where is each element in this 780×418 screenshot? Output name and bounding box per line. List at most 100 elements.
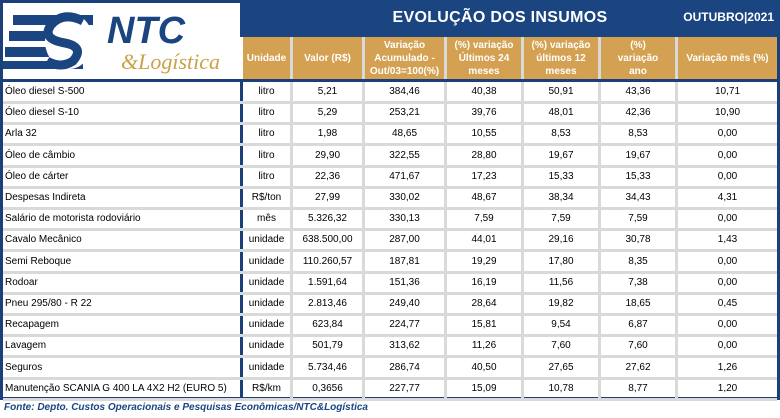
cell-variacao-12-meses: 50,91 bbox=[524, 82, 601, 101]
cell-variacao-mes: 0,45 bbox=[717, 298, 738, 309]
cell-valor: 5,21 bbox=[293, 82, 365, 101]
header-divider bbox=[0, 79, 780, 82]
cell-item-name: Semi Reboque bbox=[5, 255, 72, 267]
cell-variacao-mes: 1,26 bbox=[717, 361, 738, 373]
cell-unidade: unidade bbox=[243, 357, 293, 377]
cell-variacao-12-meses: 27,65 bbox=[524, 357, 601, 377]
cell-valor: 22,36 bbox=[293, 166, 365, 186]
table-row: Recapagem unidade 623,84 224,77 15,81 9,54 6,8… bbox=[3, 315, 777, 338]
cell-unidade: litro bbox=[243, 124, 293, 144]
cell-variacao-ano: 8,35 bbox=[601, 251, 678, 271]
cell-item-name: Rodoar bbox=[5, 276, 38, 288]
cell-variacao-24-meses: 40,38 bbox=[447, 82, 524, 101]
cell-variacao-12-meses: 19,82 bbox=[524, 294, 601, 313]
cell-variacao-mes: 0,00 bbox=[717, 340, 738, 352]
cell-unidade: litro bbox=[243, 145, 293, 165]
cell-variacao-12-meses: 8,53 bbox=[524, 124, 601, 144]
cell-unidade: mês bbox=[243, 209, 293, 229]
cell-variacao-24-meses: 44,01 bbox=[447, 230, 524, 250]
table-row: Óleo diesel S-500 litro 5,21 384,46 40,38 50,… bbox=[3, 82, 777, 104]
cell-item-name: Pneu 295/80 - R 22 bbox=[5, 298, 92, 309]
title-bar: EVOLUÇÃO DOS INSUMOS OUTUBRO|2021 bbox=[240, 0, 780, 37]
cell-variacao-acumulado: 187,81 bbox=[365, 251, 447, 271]
cell-item-name: Seguros bbox=[5, 361, 43, 373]
col-header-mes: Variação mês (%) bbox=[678, 37, 777, 80]
cell-item-name: Óleo de cárter bbox=[5, 170, 69, 182]
page-title: EVOLUÇÃO DOS INSUMOS bbox=[392, 9, 608, 26]
cell-variacao-mes: 0,00 bbox=[717, 319, 738, 331]
table-row: Óleo de câmbio litro 29,90 322,55 28,80 19,67… bbox=[3, 145, 777, 168]
cell-variacao-acumulado: 224,77 bbox=[365, 315, 447, 335]
cell-variacao-acumulado: 322,55 bbox=[365, 145, 447, 165]
cell-unidade: litro bbox=[243, 82, 293, 101]
cell-valor: 27,99 bbox=[293, 188, 365, 207]
cell-variacao-mes: 0,00 bbox=[717, 128, 738, 140]
table-row: Salário de motorista rodoviário mês 5.326,… bbox=[3, 209, 777, 232]
cell-valor: 501,79 bbox=[293, 336, 365, 356]
cell-variacao-mes: 0,00 bbox=[717, 170, 738, 182]
cell-item-name: Cavalo Mecânico bbox=[5, 234, 82, 246]
cell-variacao-24-meses: 10,55 bbox=[447, 124, 524, 144]
cell-valor: 1,98 bbox=[293, 124, 365, 144]
ntc-logo-icon: NTC &Logística bbox=[3, 10, 220, 74]
cell-unidade: unidade bbox=[243, 336, 293, 356]
period-label: OUTUBRO|2021 bbox=[683, 10, 774, 24]
cell-valor: 623,84 bbox=[293, 315, 365, 335]
table-row: Manutenção SCANIA G 400 LA 4X2 H2 (EURO … bbox=[3, 378, 777, 401]
cell-variacao-24-meses: 15,81 bbox=[447, 315, 524, 335]
cell-variacao-acumulado: 471,67 bbox=[365, 166, 447, 186]
cell-variacao-mes: 10,90 bbox=[714, 107, 741, 119]
cell-variacao-12-meses: 15,33 bbox=[524, 166, 601, 186]
col-header-12-meses: (%) variação últimos 12 meses bbox=[524, 37, 601, 80]
cell-variacao-mes: 4,31 bbox=[717, 192, 738, 203]
cell-item-name: Salário de motorista rodoviário bbox=[5, 213, 141, 225]
cell-valor: 2.813,46 bbox=[293, 294, 365, 313]
table-row: Despesas Indireta R$/ton 27,99 330,02 48,67 3… bbox=[3, 188, 777, 210]
cell-valor: 0,3656 bbox=[293, 378, 365, 398]
cell-variacao-24-meses: 11,26 bbox=[447, 336, 524, 356]
source-note: Fonte: Depto. Custos Operacionais e Pesq… bbox=[4, 402, 368, 413]
cell-item-name: Óleo diesel S-10 bbox=[5, 107, 79, 119]
col-header-valor: Valor (R$) bbox=[293, 37, 365, 80]
table-row: Seguros unidade 5.734,46 286,74 40,50 27,65 27… bbox=[3, 357, 777, 380]
cell-unidade: unidade bbox=[243, 272, 293, 292]
cell-variacao-acumulado: 253,21 bbox=[365, 103, 447, 123]
cell-variacao-acumulado: 227,77 bbox=[365, 378, 447, 398]
table-row: Rodoar unidade 1.591,64 151,36 16,19 11,56 7,3… bbox=[3, 272, 777, 295]
cell-variacao-ano: 43,36 bbox=[601, 82, 678, 101]
cell-item-name: Óleo diesel S-500 bbox=[5, 86, 85, 97]
cell-unidade: unidade bbox=[243, 294, 293, 313]
cell-variacao-acumulado: 330,02 bbox=[365, 188, 447, 207]
table-row: Cavalo Mecânico unidade 638.500,00 287,00 44… bbox=[3, 230, 777, 253]
cell-item-name: Lavagem bbox=[5, 340, 47, 352]
cell-variacao-24-meses: 17,23 bbox=[447, 166, 524, 186]
cell-unidade: unidade bbox=[243, 315, 293, 335]
cell-variacao-24-meses: 16,19 bbox=[447, 272, 524, 292]
svg-text:NTC: NTC bbox=[107, 10, 186, 52]
cell-variacao-ano: 19,67 bbox=[601, 145, 678, 165]
col-header-acumulado: Variação Acumulado - Out/03=100(%) bbox=[365, 37, 447, 80]
cell-variacao-acumulado: 249,40 bbox=[365, 294, 447, 313]
cell-variacao-12-meses: 9,54 bbox=[524, 315, 601, 335]
table-row: Pneu 295/80 - R 22 unidade 2.813,46 249,40 2… bbox=[3, 294, 777, 316]
cell-item-name: Óleo de câmbio bbox=[5, 149, 76, 161]
cell-item-name: Arla 32 bbox=[5, 128, 37, 140]
cell-variacao-ano: 15,33 bbox=[601, 166, 678, 186]
cell-valor: 5.326,32 bbox=[293, 209, 365, 229]
col-header-24-meses: (%) variação Últimos 24 meses bbox=[447, 37, 524, 80]
cell-unidade: unidade bbox=[243, 251, 293, 271]
cell-unidade: litro bbox=[243, 166, 293, 186]
cell-variacao-mes: 0,00 bbox=[717, 149, 738, 161]
cell-variacao-mes: 10,71 bbox=[714, 86, 741, 97]
cell-valor: 1.591,64 bbox=[293, 272, 365, 292]
cell-variacao-24-meses: 19,29 bbox=[447, 251, 524, 271]
cell-variacao-12-meses: 7,60 bbox=[524, 336, 601, 356]
cell-item-name: Despesas Indireta bbox=[5, 192, 86, 203]
cell-variacao-24-meses: 48,67 bbox=[447, 188, 524, 207]
cell-variacao-ano: 8,77 bbox=[601, 378, 678, 398]
cell-unidade: R$/ton bbox=[243, 188, 293, 207]
cell-variacao-acumulado: 313,62 bbox=[365, 336, 447, 356]
cell-valor: 5.734,46 bbox=[293, 357, 365, 377]
cell-unidade: R$/km bbox=[243, 378, 293, 398]
name-column-divider bbox=[240, 79, 243, 400]
